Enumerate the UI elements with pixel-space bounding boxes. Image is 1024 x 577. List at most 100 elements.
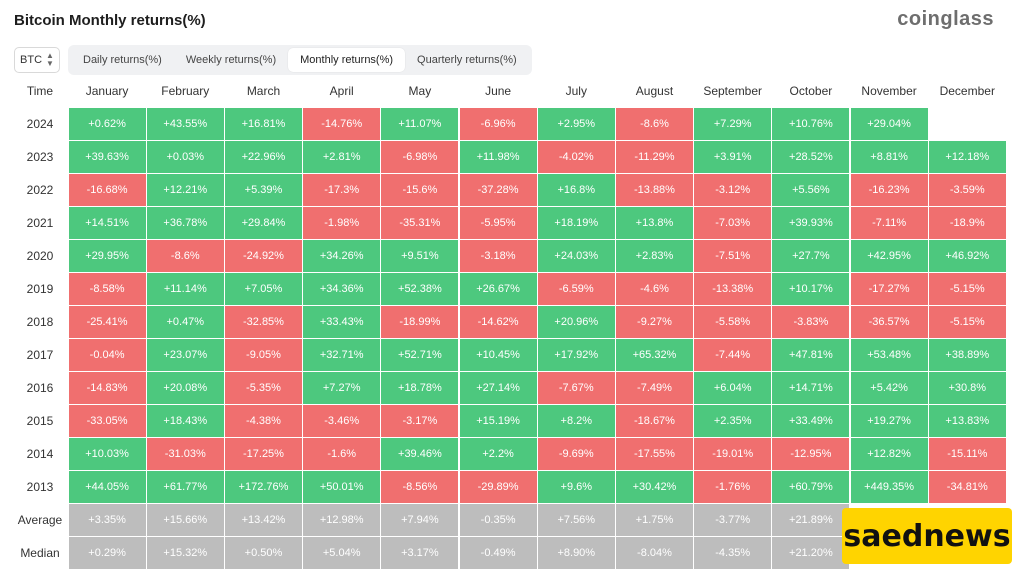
row-label-2022: 2022: [26, 182, 54, 197]
return-cell: -4.6%: [615, 272, 694, 305]
return-cell: -16.23%: [850, 173, 928, 206]
return-cell: +21.89%: [772, 503, 850, 536]
return-cell: -0.49%: [459, 536, 537, 569]
return-cell: -0.04%: [68, 338, 146, 371]
return-cell: -15.11%: [928, 437, 1006, 470]
return-cell: +2.95%: [537, 107, 615, 140]
row-label-2018: 2018: [26, 314, 54, 329]
month-header-july: July: [565, 83, 587, 98]
return-cell: +7.27%: [303, 371, 381, 404]
return-cell: +3.17%: [381, 536, 459, 569]
month-header-november: November: [861, 83, 917, 98]
return-cell: +33.49%: [772, 404, 850, 437]
return-cell: -6.59%: [537, 272, 615, 305]
return-cell: -7.11%: [850, 206, 928, 239]
return-cell: -25.41%: [68, 305, 146, 338]
return-cell: -37.28%: [459, 173, 537, 206]
chevron-updown-icon: ▲ ▼: [46, 51, 54, 68]
return-cell: +19.27%: [850, 404, 928, 437]
return-cell: -34.81%: [928, 470, 1006, 503]
return-cell: +28.52%: [772, 140, 850, 173]
return-cell: +8.2%: [537, 404, 615, 437]
return-cell: +172.76%: [224, 470, 303, 503]
return-cell: +43.55%: [146, 107, 224, 140]
return-cell: +0.29%: [68, 536, 146, 569]
return-cell: +7.29%: [694, 107, 772, 140]
return-cell: +17.92%: [537, 338, 615, 371]
return-cell: +34.36%: [303, 272, 381, 305]
tab-weekly-returns[interactable]: Weekly returns(%): [185, 54, 277, 66]
month-header-may: May: [408, 83, 432, 98]
return-cell: -33.05%: [68, 404, 146, 437]
return-cell: +44.05%: [68, 470, 146, 503]
return-cell: +0.03%: [146, 140, 224, 173]
return-cell: +12.21%: [146, 173, 224, 206]
return-cell: -4.02%: [537, 140, 615, 173]
return-cell: +39.63%: [68, 140, 146, 173]
return-cell: +60.79%: [772, 470, 850, 503]
return-cell: -5.15%: [928, 272, 1006, 305]
return-cell: +11.07%: [381, 107, 459, 140]
return-cell: +18.43%: [146, 404, 224, 437]
tab-quarterly-returns[interactable]: Quarterly returns(%): [417, 54, 517, 66]
asset-selector[interactable]: BTC ▲ ▼: [14, 47, 60, 73]
month-header-june: June: [485, 83, 512, 98]
return-cell: -19.01%: [694, 437, 772, 470]
return-cell: +15.32%: [146, 536, 224, 569]
return-period-tabs: Daily returns(%) Weekly returns(%) Month…: [68, 45, 532, 75]
return-cell: +0.50%: [224, 536, 303, 569]
return-cell: -31.03%: [146, 437, 224, 470]
return-cell: +16.81%: [224, 107, 303, 140]
return-cell: +13.8%: [615, 206, 694, 239]
return-cell: +39.93%: [772, 206, 850, 239]
return-cell: +10.45%: [459, 338, 537, 371]
return-cell: +50.01%: [303, 470, 381, 503]
asset-selector-value: BTC: [20, 54, 43, 66]
return-cell: -0.35%: [459, 503, 537, 536]
return-cell: -4.38%: [224, 404, 303, 437]
tab-daily-returns[interactable]: Daily returns(%): [83, 54, 162, 66]
return-cell: +29.04%: [850, 107, 928, 140]
return-cell: +30.8%: [928, 371, 1006, 404]
return-cell: +29.95%: [68, 239, 146, 272]
return-cell: -17.55%: [615, 437, 694, 470]
return-cell: -18.67%: [615, 404, 694, 437]
return-cell: -29.89%: [459, 470, 537, 503]
return-cell: +14.51%: [68, 206, 146, 239]
return-cell: -8.56%: [381, 470, 459, 503]
page-title: Bitcoin Monthly returns(%): [14, 12, 206, 29]
return-cell: -11.29%: [615, 140, 694, 173]
return-cell: +5.39%: [224, 173, 303, 206]
return-cell: -24.92%: [224, 239, 303, 272]
watermark-logo: saednews: [842, 508, 1012, 564]
return-cell: +20.08%: [146, 371, 224, 404]
return-cell: +0.47%: [146, 305, 224, 338]
return-cell: -13.88%: [615, 173, 694, 206]
return-cell: -6.96%: [459, 107, 537, 140]
row-label-median: Median: [20, 545, 60, 560]
month-header-march: March: [246, 83, 281, 98]
row-label-average: Average: [17, 512, 63, 527]
return-cell: +27.7%: [772, 239, 850, 272]
return-cell: +0.62%: [68, 107, 146, 140]
return-cell: +52.71%: [381, 338, 459, 371]
return-cell: +3.91%: [694, 140, 772, 173]
return-cell: +29.84%: [224, 206, 303, 239]
return-cell: -8.04%: [615, 536, 694, 569]
tab-monthly-returns[interactable]: Monthly returns(%): [288, 48, 406, 72]
return-cell: -3.59%: [928, 173, 1006, 206]
return-cell: -9.27%: [615, 305, 694, 338]
return-cell: -18.99%: [381, 305, 459, 338]
month-header-august: August: [635, 83, 674, 98]
month-header-october: October: [789, 83, 833, 98]
row-label-2024: 2024: [26, 116, 54, 131]
return-cell: +18.19%: [537, 206, 615, 239]
return-cell: +9.6%: [537, 470, 615, 503]
return-cell: -8.58%: [68, 272, 146, 305]
return-cell: -3.18%: [459, 239, 537, 272]
return-cell: -17.3%: [303, 173, 381, 206]
return-cell: -14.76%: [303, 107, 381, 140]
return-cell: -13.38%: [694, 272, 772, 305]
return-cell: -1.98%: [303, 206, 381, 239]
